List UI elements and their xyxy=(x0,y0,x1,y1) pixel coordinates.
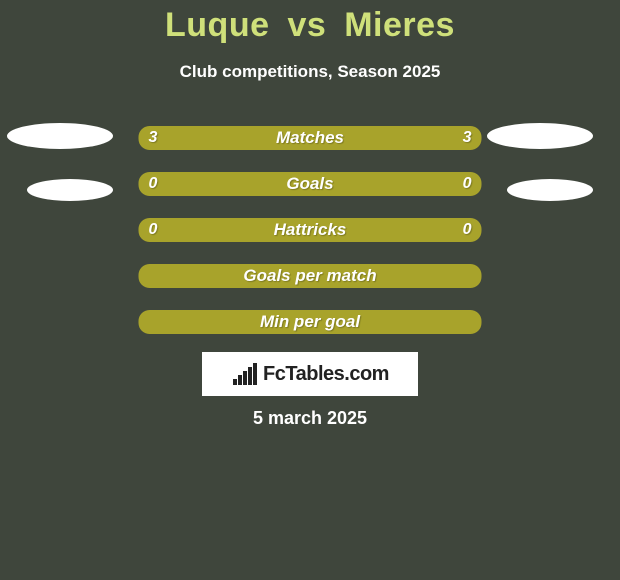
stat-label: Matches xyxy=(139,128,482,148)
date-line: 5 march 2025 xyxy=(0,408,620,429)
brand-text: FcTables.com xyxy=(263,363,389,386)
ellipse-right-1 xyxy=(487,123,593,149)
stat-row: 0Hattricks0 xyxy=(139,218,482,242)
title-left: Luque xyxy=(165,6,269,44)
stat-row: Min per goal xyxy=(139,310,482,334)
stat-right-value: 3 xyxy=(463,129,472,147)
logo-box: FcTables.com xyxy=(202,352,418,396)
page-title: Luque vs Mieres xyxy=(0,6,620,45)
title-vs: vs xyxy=(287,6,326,44)
bar-chart-icon xyxy=(231,363,259,385)
stat-label: Goals per match xyxy=(139,266,482,286)
stat-row: 0Goals0 xyxy=(139,172,482,196)
stat-label: Goals xyxy=(139,174,482,194)
stat-label: Min per goal xyxy=(139,312,482,332)
stat-label: Hattricks xyxy=(139,220,482,240)
subtitle: Club competitions, Season 2025 xyxy=(0,62,620,82)
stat-row: 3Matches3 xyxy=(139,126,482,150)
title-right: Mieres xyxy=(344,6,455,44)
stat-row: Goals per match xyxy=(139,264,482,288)
stat-right-value: 0 xyxy=(463,175,472,193)
ellipse-right-2 xyxy=(507,179,593,201)
ellipse-left-1 xyxy=(7,123,113,149)
comparison-canvas: Luque vs Mieres Club competitions, Seaso… xyxy=(0,0,620,580)
ellipse-left-2 xyxy=(27,179,113,201)
stat-right-value: 0 xyxy=(463,221,472,239)
